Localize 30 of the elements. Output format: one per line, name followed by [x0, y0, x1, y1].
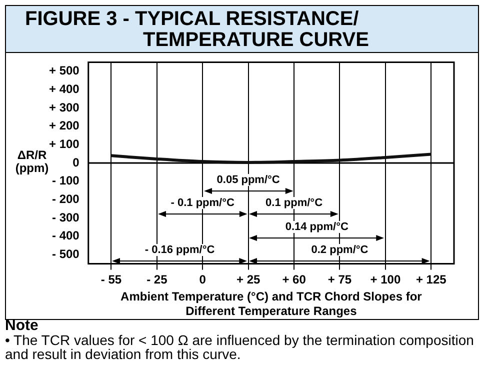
y-tick-label: + 200 [48, 118, 80, 133]
y-tick-label: + 500 [48, 64, 80, 78]
x-tick-label: + 100 [370, 272, 401, 286]
y-tick-label: + 400 [48, 82, 80, 96]
y-tick-label: + 100 [48, 136, 80, 151]
y-tick-label: - 100 [52, 174, 80, 188]
y-tick-label: + 300 [48, 100, 80, 114]
x-tick-label: + 25 [236, 272, 260, 286]
annotation: 0.05 ppm/°C [216, 174, 281, 186]
y-axis-title: ΔR/R (ppm) [14, 148, 50, 175]
annotation: - 0.1 ppm/°C [170, 197, 236, 210]
x-tick-label: + 75 [328, 272, 352, 286]
annotation: 0.2 ppm/°C [310, 244, 370, 256]
x-tick-label: 0 [199, 272, 206, 286]
x-axis-title: Ambient Temperature (°C) and TCR Chord Slopes for Different Temperature Ranges [120, 290, 422, 318]
annotation: 0.1 ppm/°C [264, 197, 324, 210]
x-tick-label: - 55 [100, 272, 122, 286]
x-tick-label: - 25 [146, 272, 168, 286]
chart-title: FIGURE 3 - TYPICAL RESISTANCE/ TEMPERATURE CURVE [5, 5, 479, 53]
y-tick-label: - 300 [52, 210, 80, 224]
annotation: - 0.16 ppm/°C [144, 244, 216, 256]
y-tick-label: - 400 [52, 228, 80, 243]
y-tick-label: - 200 [52, 192, 80, 206]
y-tick-label: - 500 [52, 246, 80, 261]
y-tick-label: 0 [72, 155, 80, 170]
x-tick-label: + 125 [416, 272, 447, 286]
annotation: 0.14 ppm/°C [284, 220, 350, 233]
text: Note [5, 317, 40, 334]
x-tick-label: + 60 [282, 272, 306, 286]
text: • The TCR values for < 100 Ω are influenced by the termination composition and result in deviation from this curve. [5, 332, 475, 362]
